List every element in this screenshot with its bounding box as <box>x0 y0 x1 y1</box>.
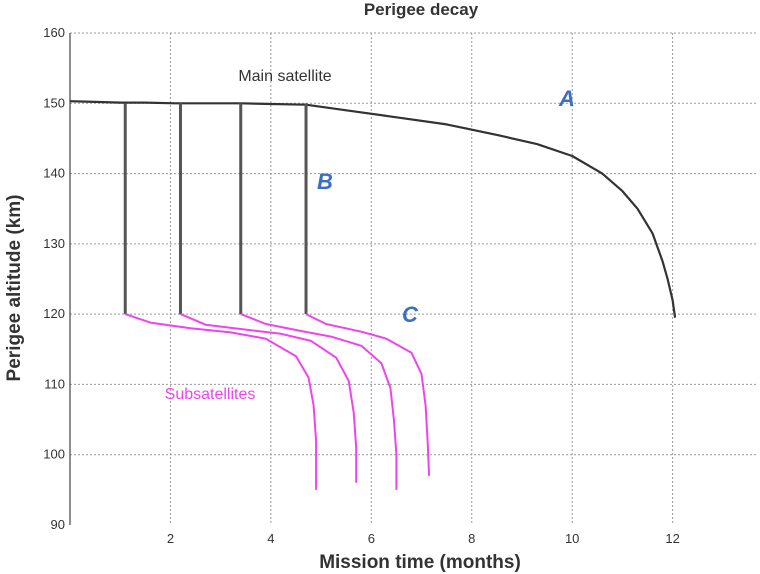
x-tick-label: 8 <box>468 531 475 546</box>
subsatellite-line <box>240 313 398 490</box>
subsatellites-label: Subsatellites <box>165 386 256 403</box>
y-axis-label: Perigee altitude (km) <box>4 195 25 382</box>
y-tick-labels: 90 100 110 120 130 140 150 160 <box>43 25 65 532</box>
annotation-a: A <box>558 86 575 111</box>
main-satellite-label: Main satellite <box>238 68 331 85</box>
x-tick-label: 6 <box>368 531 375 546</box>
x-tick-label: 4 <box>267 531 274 546</box>
subsatellite-line <box>124 313 318 490</box>
y-tick-label: 160 <box>43 25 65 40</box>
y-tick-label: 100 <box>43 447 65 462</box>
main-satellite-line <box>69 100 677 318</box>
y-tick-label: 150 <box>43 95 65 110</box>
x-axis-label: Mission time (months) <box>319 552 521 573</box>
chart-title: Perigee decay <box>364 0 479 19</box>
x-tick-label: 12 <box>665 531 679 546</box>
y-tick-label: 110 <box>44 376 65 391</box>
y-tick-label: 140 <box>43 166 65 181</box>
y-tick-label: 130 <box>43 236 65 251</box>
y-tick-label: 90 <box>51 517 65 532</box>
annotation-c: C <box>402 302 419 327</box>
subsatellite-line <box>180 313 358 483</box>
x-tick-labels: 2 4 6 8 10 12 <box>167 531 680 546</box>
x-tick-label: 10 <box>565 531 579 546</box>
plot-series <box>69 100 677 490</box>
y-tick-label: 120 <box>43 306 65 321</box>
grid <box>69 32 758 525</box>
x-tick-label: 2 <box>167 531 174 546</box>
annotation-b: B <box>317 169 333 194</box>
subsatellite-line <box>305 313 431 476</box>
